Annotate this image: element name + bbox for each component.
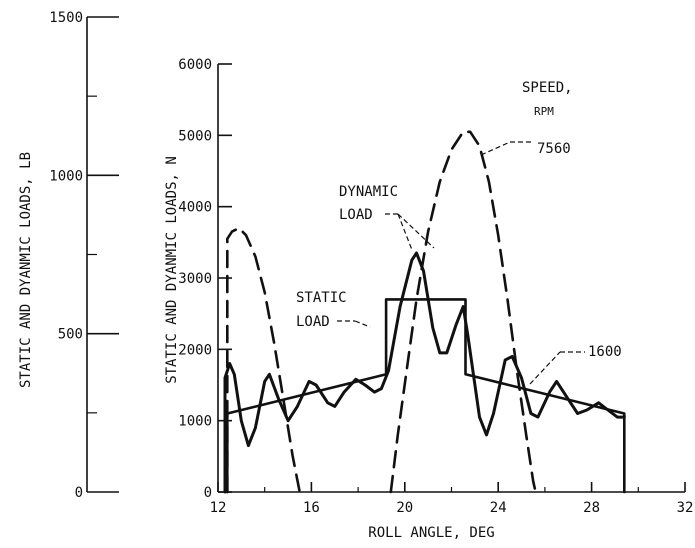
speed-low-leader [529, 351, 561, 385]
x-axis-title: ROLL ANGLE, DEG [368, 525, 494, 541]
n-tick-label: 4000 [178, 200, 212, 216]
dynamic-leader-b [397, 213, 435, 249]
series-line-3 [389, 130, 537, 494]
x-tick-label: 16 [303, 500, 320, 516]
dynamic-leader-a [397, 213, 413, 251]
speed-low-label: 1600 [588, 344, 622, 360]
x-tick-label: 20 [396, 500, 413, 516]
labels-layer: 0 500 1000 1500 0 1000 2000 3000 4000 5000 6000 12 1… [18, 10, 693, 541]
series-line-1 [223, 251, 626, 494]
speed-high-label: 7560 [537, 141, 571, 157]
x-tick-label: 32 [677, 500, 694, 516]
x-tick-label: 24 [490, 500, 507, 516]
speed-title: SPEED, [522, 80, 573, 96]
speed-high-leader [480, 141, 511, 156]
n-tick-label: 0 [204, 485, 212, 501]
speed-unit: RPM [534, 105, 554, 118]
n-tick-label: 5000 [178, 128, 212, 144]
static-leader-a [354, 320, 371, 328]
lb-tick-label: 1000 [49, 168, 83, 184]
axes-layer [86, 16, 686, 493]
lb-tick-label: 0 [75, 485, 83, 501]
lb-tick-label: 500 [58, 327, 83, 343]
x-tick-label: 12 [210, 500, 227, 516]
series-line-2 [226, 226, 301, 494]
dynamic-label-1: DYNAMIC [339, 184, 398, 200]
n-tick-label: 2000 [178, 342, 212, 358]
series-line-0 [226, 298, 626, 494]
static-label-2: LOAD [296, 314, 330, 330]
series-layer [223, 130, 626, 494]
static-label-1: STATIC [296, 290, 347, 306]
x-tick-label: 28 [583, 500, 600, 516]
n-tick-label: 6000 [178, 57, 212, 73]
dynamic-label-2: LOAD [339, 207, 373, 223]
lb-tick-label: 1500 [49, 10, 83, 26]
y-axis-title-lb: STATIC AND DYANMIC LOADS, LB [18, 152, 34, 388]
y-axis-title-n: STATIC AND DYANMIC LOADS, N [164, 156, 180, 384]
n-tick-label: 3000 [178, 271, 212, 287]
n-tick-label: 1000 [178, 414, 212, 430]
